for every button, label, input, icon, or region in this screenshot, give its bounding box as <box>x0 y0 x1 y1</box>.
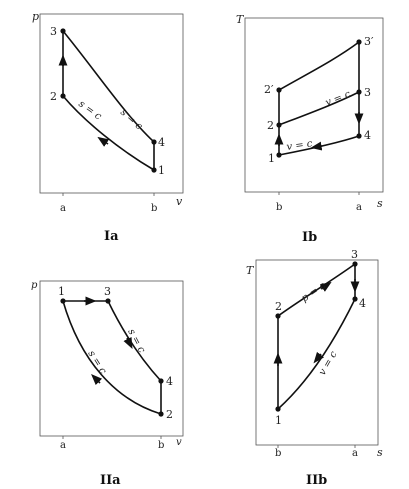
point-label-2: 1 <box>58 285 65 298</box>
state-point-4 <box>158 378 164 384</box>
point-label-4: 4 <box>166 375 173 388</box>
curve-label-lower: s = c <box>85 349 108 377</box>
x-tick-b: b <box>275 448 281 459</box>
state-point-1 <box>151 167 157 173</box>
panel-caption: Ib <box>302 230 317 245</box>
process-1-2 <box>62 300 162 415</box>
x-tick-a: a <box>356 202 362 213</box>
state-point-4 <box>352 296 358 302</box>
process-3-4 <box>62 30 155 143</box>
panel-IIb: T s b a 1 2 3 4 p = c v = c IIb <box>246 248 383 488</box>
point-label-4: 4 <box>158 136 165 149</box>
state-point-4 <box>356 133 362 139</box>
point-label-3prime: 3′ <box>364 35 374 48</box>
state-point-1 <box>275 406 281 412</box>
direction-arrow <box>310 141 323 151</box>
state-point-3 <box>356 89 362 95</box>
point-label-4: 4 <box>364 129 371 142</box>
state-point-2 <box>60 298 66 304</box>
state-point-3 <box>352 261 358 267</box>
point-label-2prime: 2′ <box>264 83 274 96</box>
panel-caption: IIa <box>100 473 121 488</box>
x-tick-b: b <box>276 202 282 213</box>
state-point-2prime <box>276 87 282 93</box>
x-axis-label: s <box>377 197 383 210</box>
y-axis-label: T <box>246 264 255 277</box>
x-axis-label: v <box>176 195 183 208</box>
state-point-2 <box>275 313 281 319</box>
panel-Ib: T s b a 1 2 2′ 3′ 3 4 v = c v = c <box>236 13 384 245</box>
x-tick-a: a <box>60 203 66 214</box>
direction-arrow <box>97 136 110 147</box>
panel-frame <box>39 13 184 194</box>
point-label-1: 1 <box>275 414 282 427</box>
panel-caption: Ia <box>104 229 119 244</box>
curve-label-lower: v = c <box>317 349 340 377</box>
x-tick-b: b <box>158 440 164 451</box>
curve-label-lower: s = c <box>76 99 103 123</box>
process-1-2 <box>62 95 155 171</box>
state-point-4 <box>151 139 157 145</box>
process-2-3 <box>278 91 360 126</box>
curve-label-upper: p = c <box>300 280 329 304</box>
y-axis-label: p <box>32 10 39 23</box>
y-axis-label: T <box>236 13 245 26</box>
point-label-1: 2 <box>166 408 173 421</box>
panel-frame <box>244 17 384 193</box>
point-label-3: 3 <box>104 285 111 298</box>
panel-caption: IIb <box>306 473 327 488</box>
direction-arrow <box>319 281 332 292</box>
state-point-1 <box>276 152 282 158</box>
x-axis-label: v <box>176 437 182 448</box>
process-4-1 <box>277 298 356 410</box>
direction-arrow <box>123 336 133 350</box>
panel-IIa: p v a b 1 3 4 2 s = c s = c IIa <box>31 280 184 488</box>
y-axis-label: p <box>31 280 38 291</box>
curve-label-upper: v = c <box>324 89 353 109</box>
point-label-3: 3 <box>351 248 358 261</box>
point-label-2: 2 <box>267 119 274 132</box>
process-2-3 <box>277 263 356 317</box>
direction-arrow <box>91 374 103 386</box>
direction-arrow <box>313 351 324 364</box>
state-point-2 <box>60 93 66 99</box>
point-label-3: 3 <box>364 86 371 99</box>
x-tick-a: a <box>352 448 358 459</box>
panel-frame <box>255 259 379 446</box>
point-label-3: 3 <box>50 25 57 38</box>
point-label-2: 2 <box>275 300 282 313</box>
state-point-3 <box>60 28 66 34</box>
point-label-2: 2 <box>50 90 57 103</box>
point-label-1: 1 <box>268 152 275 165</box>
x-tick-b: b <box>151 203 157 214</box>
curve-label-lower: v = c <box>286 138 314 153</box>
state-point-1 <box>158 411 164 417</box>
panel-Ia: p v a b 3 2 4 1 s = c s = c Ia <box>32 10 184 244</box>
panel-frame <box>39 280 184 437</box>
x-axis-label: s <box>377 446 383 459</box>
point-label-1: 1 <box>158 164 165 177</box>
state-point-3prime <box>356 39 362 45</box>
state-point-3 <box>105 298 111 304</box>
process-2prime-3prime <box>278 41 360 91</box>
state-point-2 <box>276 122 282 128</box>
x-tick-a: a <box>60 440 66 451</box>
point-label-4: 4 <box>359 297 366 310</box>
